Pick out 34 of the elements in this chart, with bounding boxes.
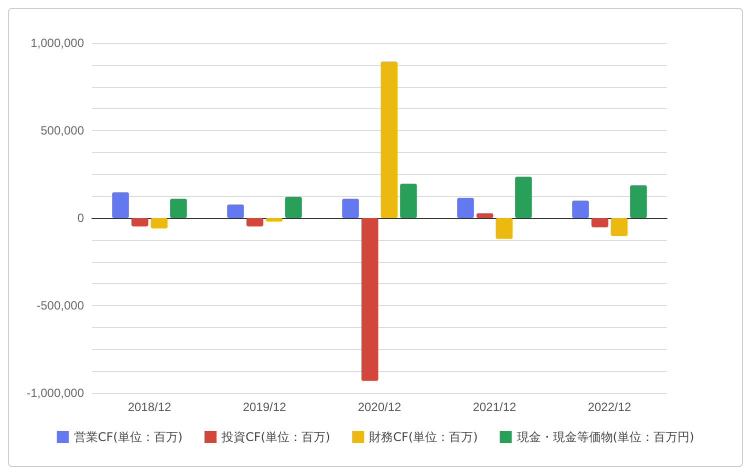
bar xyxy=(610,218,628,236)
bar xyxy=(170,198,187,218)
x-tick-label: 2020/12 xyxy=(358,400,402,414)
bar xyxy=(515,176,532,218)
bar xyxy=(457,198,474,218)
bar xyxy=(572,200,589,218)
x-tick-label: 2019/12 xyxy=(242,400,287,414)
bar xyxy=(150,218,168,228)
bar xyxy=(131,218,148,226)
bar xyxy=(380,62,398,218)
legend-label: 投資CF(単位：百万) xyxy=(220,430,330,444)
bar xyxy=(496,218,513,239)
y-tick-label: 500,000 xyxy=(40,124,84,138)
bar xyxy=(227,204,244,218)
bar xyxy=(246,218,264,226)
bar xyxy=(630,185,647,218)
y-tick-label: 1,000,000 xyxy=(30,36,84,50)
bar xyxy=(342,198,359,218)
bar xyxy=(400,184,417,218)
y-tick-label: -1,000,000 xyxy=(26,386,84,400)
legend-label: 現金・現金等価物(単位：百万円) xyxy=(516,430,694,444)
bar xyxy=(285,196,302,218)
bar xyxy=(591,218,608,228)
legend-label: 財務CF(単位：百万) xyxy=(369,430,478,444)
y-tick-label: -500,000 xyxy=(36,298,84,312)
legend-label: 営業CF(単位：百万) xyxy=(74,430,183,444)
bar xyxy=(112,192,129,218)
y-tick-label: 0 xyxy=(77,211,84,225)
bar xyxy=(266,218,283,222)
bar xyxy=(476,213,494,218)
x-tick-label: 2022/12 xyxy=(588,400,632,414)
bar xyxy=(361,218,378,381)
x-tick-label: 2018/12 xyxy=(128,400,172,414)
x-tick-label: 2021/12 xyxy=(472,400,517,414)
